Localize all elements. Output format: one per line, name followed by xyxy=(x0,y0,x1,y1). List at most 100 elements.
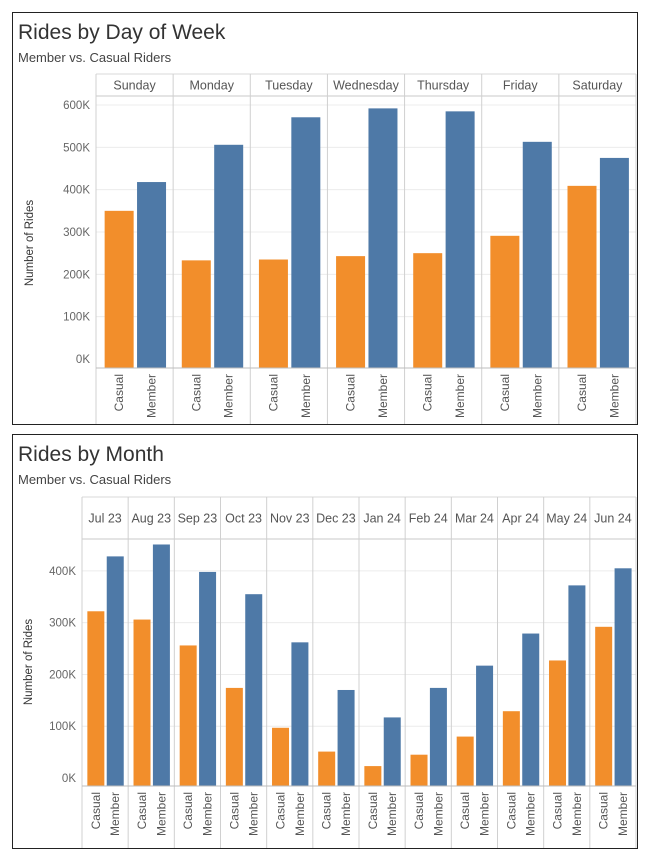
subcategory-label: Casual xyxy=(575,374,589,411)
subcategory-label: Casual xyxy=(227,792,241,829)
member-bar xyxy=(291,117,321,368)
subcategory-label: Casual xyxy=(597,792,611,829)
group-header-label: Jun 24 xyxy=(594,512,632,526)
subcategory-label: Member xyxy=(222,374,236,418)
group-header-label: Aug 23 xyxy=(131,512,171,526)
group-header-label: Dec 23 xyxy=(316,512,356,526)
subcategory-label: Member xyxy=(376,374,390,418)
rides-by-day-chart: Sunday Monday Tuesday Wednesday Thursday Frid… xyxy=(12,12,638,425)
subcategory-label: Member xyxy=(299,374,313,418)
casual-bar xyxy=(225,687,243,786)
group-header-label: Sep 23 xyxy=(178,512,218,526)
subcategory-label: Casual xyxy=(551,792,565,829)
subcategory-label: Member xyxy=(616,792,630,836)
day-of-week-plot: Sunday Monday Tuesday Wednesday Thursday Frid… xyxy=(24,73,637,424)
casual-bar xyxy=(336,256,366,368)
group-header-label: Saturday xyxy=(572,79,623,93)
member-bar xyxy=(522,141,552,368)
subcategory-label: Casual xyxy=(135,792,149,829)
member-bar xyxy=(522,633,540,786)
group-header-label: Monday xyxy=(189,79,234,93)
group-header-label: Friday xyxy=(503,79,538,93)
casual-bar xyxy=(549,660,567,786)
casual-bar xyxy=(272,727,290,786)
subcategory-label: Member xyxy=(293,792,307,836)
member-bar xyxy=(383,717,401,786)
group-header-label: Oct 23 xyxy=(225,512,262,526)
casual-bar xyxy=(502,711,520,786)
subcategory-label: Casual xyxy=(344,374,358,411)
casual-bar xyxy=(413,253,443,368)
casual-bar xyxy=(87,611,105,786)
group-header-label: Wednesday xyxy=(333,79,400,93)
member-bar xyxy=(152,544,170,786)
chart-title: Rides by Day of Week xyxy=(18,21,226,44)
y-tick-label: 100K xyxy=(49,721,76,733)
y-tick-label: 100K xyxy=(63,312,90,324)
subcategory-label: Member xyxy=(570,792,584,836)
casual-bar xyxy=(181,260,211,368)
y-tick-label: 200K xyxy=(49,669,76,681)
casual-bar xyxy=(490,235,520,368)
y-axis-title: Number of Rides xyxy=(23,619,35,706)
member-bar xyxy=(291,642,309,786)
group-header-label: Mar 24 xyxy=(455,512,494,526)
subcategory-label: Casual xyxy=(366,792,380,829)
subcategory-label: Casual xyxy=(504,792,518,829)
chart-subtitle: Member vs. Casual Riders xyxy=(18,472,172,487)
y-tick-label: 0K xyxy=(76,354,90,366)
subcategory-label: Member xyxy=(339,792,353,836)
member-bar xyxy=(445,111,475,368)
y-tick-label: 300K xyxy=(63,227,90,239)
y-tick-label: 600K xyxy=(63,100,90,112)
subcategory-label: Member xyxy=(145,374,159,418)
subcategory-label: Casual xyxy=(320,792,334,829)
group-header-label: Apr 24 xyxy=(502,512,539,526)
member-bar xyxy=(368,108,398,369)
member-bar xyxy=(106,556,124,786)
casual-bar xyxy=(410,754,428,786)
group-header-label: Jan 24 xyxy=(363,512,401,526)
subcategory-label: Casual xyxy=(458,792,472,829)
subcategory-label: Casual xyxy=(412,792,426,829)
subcategory-label: Member xyxy=(154,792,168,836)
subcategory-label: Member xyxy=(530,374,544,418)
subcategory-label: Member xyxy=(524,792,538,836)
y-tick-label: 200K xyxy=(63,269,90,281)
member-bar xyxy=(429,687,447,786)
casual-bar xyxy=(104,210,134,368)
casual-bar xyxy=(318,751,336,786)
member-bar xyxy=(337,689,355,786)
casual-bar xyxy=(595,626,613,786)
subcategory-label: Casual xyxy=(89,792,103,829)
subcategory-label: Member xyxy=(478,792,492,836)
member-bar xyxy=(476,665,494,786)
member-bar xyxy=(568,585,586,786)
member-bar xyxy=(599,157,629,368)
casual-bar xyxy=(456,736,474,786)
subcategory-label: Member xyxy=(431,792,445,836)
subcategory-label: Casual xyxy=(421,374,435,411)
group-header-label: Jul 23 xyxy=(88,512,121,526)
y-tick-label: 300K xyxy=(49,618,76,630)
subcategory-label: Casual xyxy=(181,792,195,829)
member-bar xyxy=(614,568,632,786)
y-tick-label: 500K xyxy=(63,142,90,154)
group-header-label: Thursday xyxy=(417,79,470,93)
group-header-label: Nov 23 xyxy=(270,512,310,526)
y-axis-title: Number of Rides xyxy=(24,200,36,287)
member-bar xyxy=(214,144,244,368)
subcategory-label: Member xyxy=(201,792,215,836)
subcategory-label: Member xyxy=(607,374,621,418)
casual-bar xyxy=(179,645,197,786)
casual-bar xyxy=(258,259,288,368)
subcategory-label: Member xyxy=(385,792,399,836)
group-header-label: Tuesday xyxy=(265,79,313,93)
member-bar xyxy=(245,594,263,786)
subcategory-label: Member xyxy=(108,792,122,836)
subcategory-label: Casual xyxy=(274,792,288,829)
group-header-label: Feb 24 xyxy=(409,512,448,526)
y-tick-label: 400K xyxy=(63,185,90,197)
chart-title: Rides by Month xyxy=(18,443,164,466)
casual-bar xyxy=(133,619,151,786)
